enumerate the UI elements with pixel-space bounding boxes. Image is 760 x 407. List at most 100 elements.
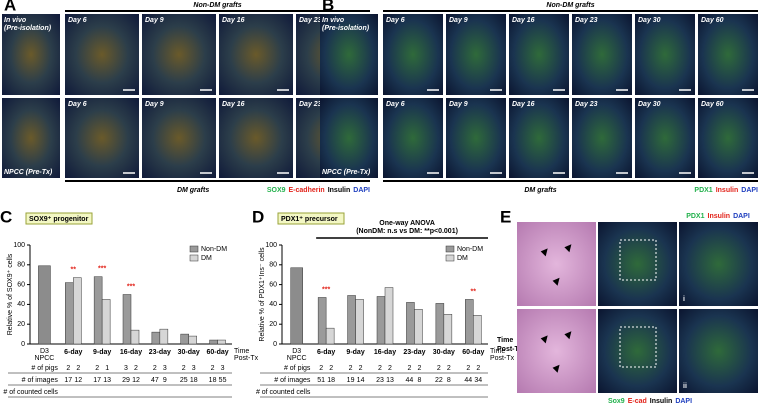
cell-label: Day 60: [701, 101, 724, 108]
bar: [406, 302, 415, 345]
stain-name: PDX1: [694, 187, 712, 194]
table-value: 17: [64, 377, 72, 384]
cell-label: Day 23: [575, 17, 598, 24]
x-axis-label: Time: [234, 348, 249, 355]
micrograph: [219, 98, 293, 178]
micrograph: [383, 14, 443, 95]
group-footer: DM grafts: [524, 187, 556, 194]
table-value: 2: [359, 365, 363, 372]
micrograph: [517, 309, 596, 393]
panel-letter: D: [252, 207, 264, 226]
group-footer: DM grafts: [177, 187, 209, 194]
stain-name: DAPI: [741, 187, 758, 194]
stain-name: E-cadherin: [289, 187, 325, 194]
y-axis-label: Relative % of PDX1⁺Ins⁻ cells: [259, 247, 266, 342]
table-row-label: # of pigs: [31, 365, 58, 372]
micrograph: [698, 14, 758, 95]
cell-label: Day 23: [299, 101, 322, 108]
table-value: 8: [447, 377, 451, 384]
anova-note: (NonDM: n.s vs DM: **p<0.001): [356, 228, 458, 235]
table-value: 13: [103, 377, 111, 384]
legend-label: Non-DM: [457, 246, 483, 253]
legend-swatch: [189, 254, 199, 262]
cell-label: Day 16: [512, 17, 535, 24]
table-row-label: # of counted cells: [256, 389, 311, 396]
table-value: 8: [417, 377, 421, 384]
table-value: 2: [476, 365, 480, 372]
table-value: 29: [122, 377, 130, 384]
y-tick-label: 100: [265, 242, 277, 249]
micrograph: [598, 222, 677, 306]
bar: [159, 328, 169, 345]
y-tick-label: 60: [17, 281, 25, 288]
title-box: [277, 212, 345, 225]
stain-name: Insulin: [716, 187, 739, 194]
panel-letter: E: [500, 207, 511, 226]
stain-legend: PDX1 Insulin DAPI: [686, 213, 750, 220]
table-value: 2: [76, 365, 80, 372]
side-label: Time: [497, 337, 513, 344]
cell-label: Day 9: [449, 17, 468, 24]
y-tick-label: 20: [17, 321, 25, 328]
bar: [180, 333, 189, 345]
micrograph: [65, 14, 139, 95]
stain-legend: SOX9 E-cadherin Insulin DAPI: [267, 187, 370, 194]
reference-label: D3: [40, 348, 49, 355]
table-row-label: # of images: [274, 377, 311, 384]
table-value: 2: [182, 365, 186, 372]
x-tick-label: 6-day: [317, 349, 335, 356]
table-value: 2: [349, 365, 353, 372]
table-value: 2: [329, 365, 333, 372]
micrograph: [320, 14, 378, 95]
cell-label: Day 16: [222, 17, 245, 24]
cell-label: In vivo: [322, 17, 345, 24]
table-value: 17: [93, 377, 101, 384]
cell-label: Day 23: [299, 17, 322, 24]
x-tick-label: 23-day: [149, 349, 171, 356]
bar: [151, 331, 161, 345]
x-axis-label: Time: [490, 348, 505, 355]
y-axis-label: Relative % of SOX9⁺ cells: [7, 253, 14, 335]
legend-label: DM: [457, 255, 468, 262]
bar: [65, 282, 74, 345]
bar: [347, 295, 356, 345]
table-value: 3: [221, 365, 225, 372]
table-value: 2: [466, 365, 470, 372]
cell-label: Day 6: [68, 101, 87, 108]
micrograph: [635, 98, 695, 178]
table-value: 51: [317, 377, 325, 384]
table-value: 14: [357, 377, 365, 384]
bar: [73, 277, 82, 345]
reference-bar: [38, 265, 51, 345]
x-tick-label: 6-day: [64, 349, 82, 356]
y-tick-label: 100: [13, 242, 25, 249]
y-tick-label: 80: [269, 262, 277, 269]
bar: [443, 314, 453, 345]
table-value: 12: [132, 377, 140, 384]
table-value: 9: [163, 377, 167, 384]
table-value: 3: [124, 365, 128, 372]
micrograph: [509, 98, 569, 178]
x-tick-label: 23-day: [403, 349, 425, 356]
stain-name: Insulin: [328, 187, 351, 194]
y-tick-label: 20: [269, 321, 277, 328]
stain-legend: PDX1 Insulin DAPI: [694, 187, 758, 194]
stain-name: Insulin: [650, 398, 673, 405]
table-value: 3: [163, 365, 167, 372]
table-value: 22: [435, 377, 443, 384]
x-tick-label: 16-day: [120, 349, 142, 356]
cell-label: In vivo: [4, 17, 27, 24]
table-value: 25: [180, 377, 188, 384]
micrograph: [598, 309, 677, 393]
table-value: 2: [417, 365, 421, 372]
arrowhead: [564, 244, 572, 253]
significance: ***: [322, 286, 330, 293]
chart-title: PDX1⁺ precursor: [281, 216, 338, 223]
table-value: 2: [134, 365, 138, 372]
micrograph: [679, 222, 758, 306]
table-value: 19: [347, 377, 355, 384]
table-value: 13: [386, 377, 394, 384]
table-value: 55: [219, 377, 227, 384]
micrograph: [679, 309, 758, 393]
arrowhead: [540, 248, 548, 257]
